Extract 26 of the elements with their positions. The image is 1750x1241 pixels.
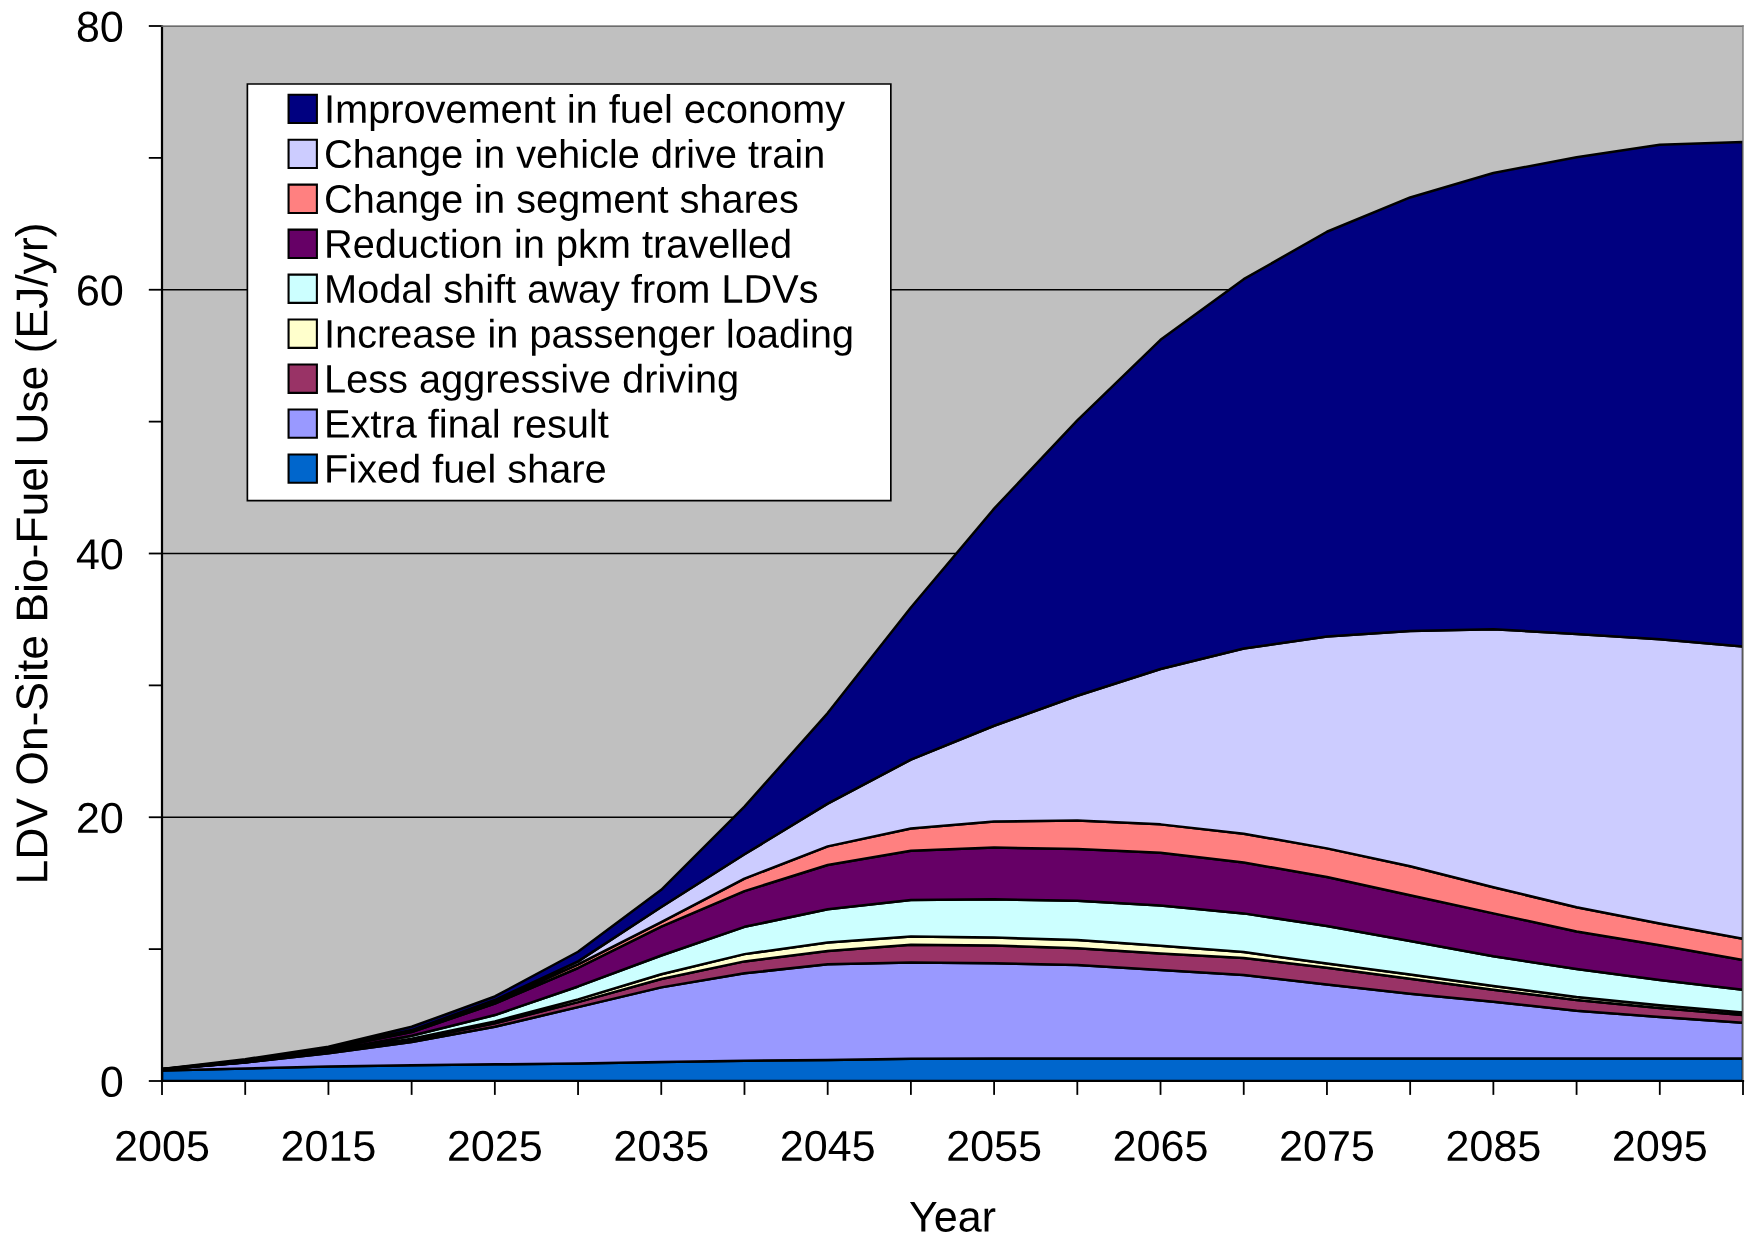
x-tick-label: 2085	[1447, 1130, 1540, 1162]
x-tick-label: 2025	[449, 1130, 541, 1162]
x-tick-label: 2015	[282, 1130, 375, 1162]
y-tick-label: 20	[78, 802, 123, 834]
legend-label: Reduction in pkm travelled	[327, 228, 790, 266]
legend-label: Improvement in fuel economy	[327, 93, 846, 131]
x-tick-label: 2035	[615, 1130, 708, 1162]
legend-label: Change in vehicle drive train	[326, 138, 823, 176]
y-tick-label: 60	[78, 275, 123, 306]
x-tick-label: 2095	[1614, 1130, 1706, 1162]
legend-label: Change in segment shares	[326, 183, 798, 221]
y-tick-label: 0	[101, 1066, 123, 1098]
x-tick-label: 2065	[1114, 1130, 1207, 1162]
y-axis-title: LDV On-Site Bio-Fuel Use (EJ/yr)	[15, 225, 57, 881]
x-axis-title: Year	[909, 1201, 996, 1232]
legend-label: Increase in passenger loading	[327, 318, 852, 356]
x-tick-label: 2055	[948, 1130, 1041, 1162]
legend-label: Less aggressive driving	[327, 363, 737, 401]
x-tick-label: 2075	[1281, 1130, 1374, 1162]
y-tick-label: 80	[77, 11, 123, 43]
legend-label: Modal shift away from LDVs	[327, 273, 818, 311]
legend-label: Extra final result	[327, 408, 609, 438]
x-tick-label: 2045	[781, 1130, 874, 1162]
legend-label: Fixed fuel share	[327, 453, 605, 483]
x-tick-label: 2005	[116, 1130, 209, 1162]
y-tick-label: 40	[76, 539, 123, 570]
